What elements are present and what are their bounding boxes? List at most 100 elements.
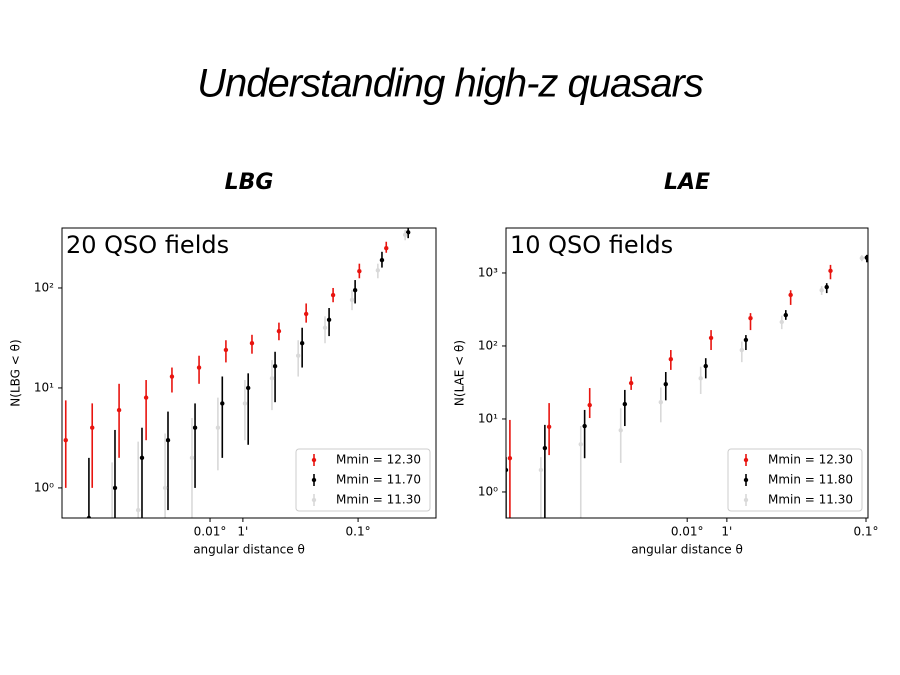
data-point — [162, 485, 168, 491]
slide-title: Understanding high-z quasars — [197, 62, 704, 106]
data-point — [169, 374, 175, 379]
y-axis-label: N(LAE < θ) — [453, 340, 467, 406]
legend-marker — [311, 457, 317, 463]
data-point — [112, 485, 118, 491]
data-point — [779, 319, 784, 325]
data-point — [739, 347, 744, 353]
data-point — [189, 455, 195, 461]
y-tick-label: 10⁰ — [34, 480, 54, 494]
data-point — [139, 455, 145, 461]
legend-label: Mmin = 12.30 — [336, 453, 421, 467]
y-tick-label: 10⁰ — [478, 484, 498, 498]
data-point — [578, 442, 583, 447]
y-tick-label: 10¹ — [478, 411, 498, 425]
legend-box — [295, 448, 431, 512]
x-axis-label: angular distance θ — [193, 543, 305, 557]
data-point — [628, 380, 634, 386]
x-tick-label: 0.1° — [346, 525, 371, 539]
data-point — [658, 399, 664, 405]
legend-marker — [311, 497, 317, 503]
plot-frame — [505, 227, 869, 519]
x-tick-label: 1' — [721, 525, 732, 539]
data-point — [330, 292, 336, 298]
legend-label: Mmin = 11.80 — [768, 473, 853, 487]
data-point — [375, 268, 381, 273]
data-point — [384, 245, 389, 251]
y-axis-label: N(LBG < θ) — [9, 339, 23, 406]
data-point — [192, 425, 198, 430]
data-point — [783, 312, 788, 318]
data-point — [698, 376, 703, 381]
data-point — [828, 268, 833, 274]
data-point — [748, 316, 753, 321]
plot-frame — [61, 227, 437, 519]
data-point — [165, 438, 171, 443]
data-point — [402, 232, 408, 238]
data-point — [668, 356, 674, 362]
data-point — [223, 347, 229, 353]
plot-area — [63, 228, 411, 518]
data-point — [703, 363, 708, 369]
plot-area — [506, 254, 868, 518]
data-point — [357, 269, 362, 274]
data-point — [788, 292, 793, 298]
data-point — [63, 438, 68, 443]
legend-label: Mmin = 12.30 — [768, 453, 853, 467]
data-point — [90, 425, 95, 430]
legend-label: Mmin = 11.30 — [336, 493, 421, 507]
legend-marker — [743, 457, 749, 463]
x-tick-label: 1' — [237, 525, 248, 539]
data-point — [349, 297, 355, 303]
data-point — [506, 467, 509, 473]
data-point — [276, 328, 282, 334]
data-point — [116, 407, 122, 413]
data-point — [215, 425, 221, 430]
data-point — [507, 456, 513, 461]
data-point — [546, 424, 552, 430]
chart-title: LBG — [225, 170, 274, 195]
data-point — [245, 385, 251, 391]
legend-marker — [743, 497, 749, 503]
data-point — [269, 376, 275, 381]
x-axis-label: angular distance θ — [631, 543, 743, 557]
legend-marker — [311, 477, 317, 483]
legend-label: Mmin = 11.70 — [336, 473, 421, 487]
data-point — [303, 311, 309, 317]
data-point — [322, 325, 328, 330]
data-point — [379, 257, 385, 263]
data-point — [743, 337, 749, 343]
data-point — [135, 507, 141, 513]
data-point — [582, 423, 587, 429]
y-tick-label: 10³ — [478, 265, 498, 279]
y-tick-label: 10¹ — [34, 380, 54, 394]
data-point — [242, 401, 248, 406]
chart-title: LAE — [664, 170, 710, 195]
data-point — [143, 395, 149, 400]
data-point — [326, 317, 332, 323]
legend-marker — [743, 477, 749, 483]
data-point — [587, 402, 592, 408]
data-point — [859, 255, 865, 261]
data-point — [220, 401, 225, 406]
y-tick-label: 10² — [34, 280, 54, 294]
data-point — [352, 287, 358, 293]
data-point — [622, 401, 628, 407]
annotation: 20 QSO fields — [66, 231, 229, 259]
data-point — [663, 381, 668, 387]
annotation: 10 QSO fields — [510, 231, 673, 259]
data-point — [708, 335, 714, 341]
x-tick-label: 0.01° — [194, 525, 227, 539]
legend-label: Mmin = 11.30 — [768, 493, 853, 507]
data-point — [299, 341, 305, 346]
data-point — [295, 353, 301, 358]
data-point — [618, 428, 623, 433]
data-point — [864, 255, 868, 260]
data-point — [538, 467, 544, 473]
legend-box — [727, 448, 863, 512]
x-tick-label: 0.01° — [671, 525, 704, 539]
data-point — [272, 363, 278, 369]
data-point — [542, 445, 548, 451]
x-tick-label: 0.1° — [853, 525, 878, 539]
